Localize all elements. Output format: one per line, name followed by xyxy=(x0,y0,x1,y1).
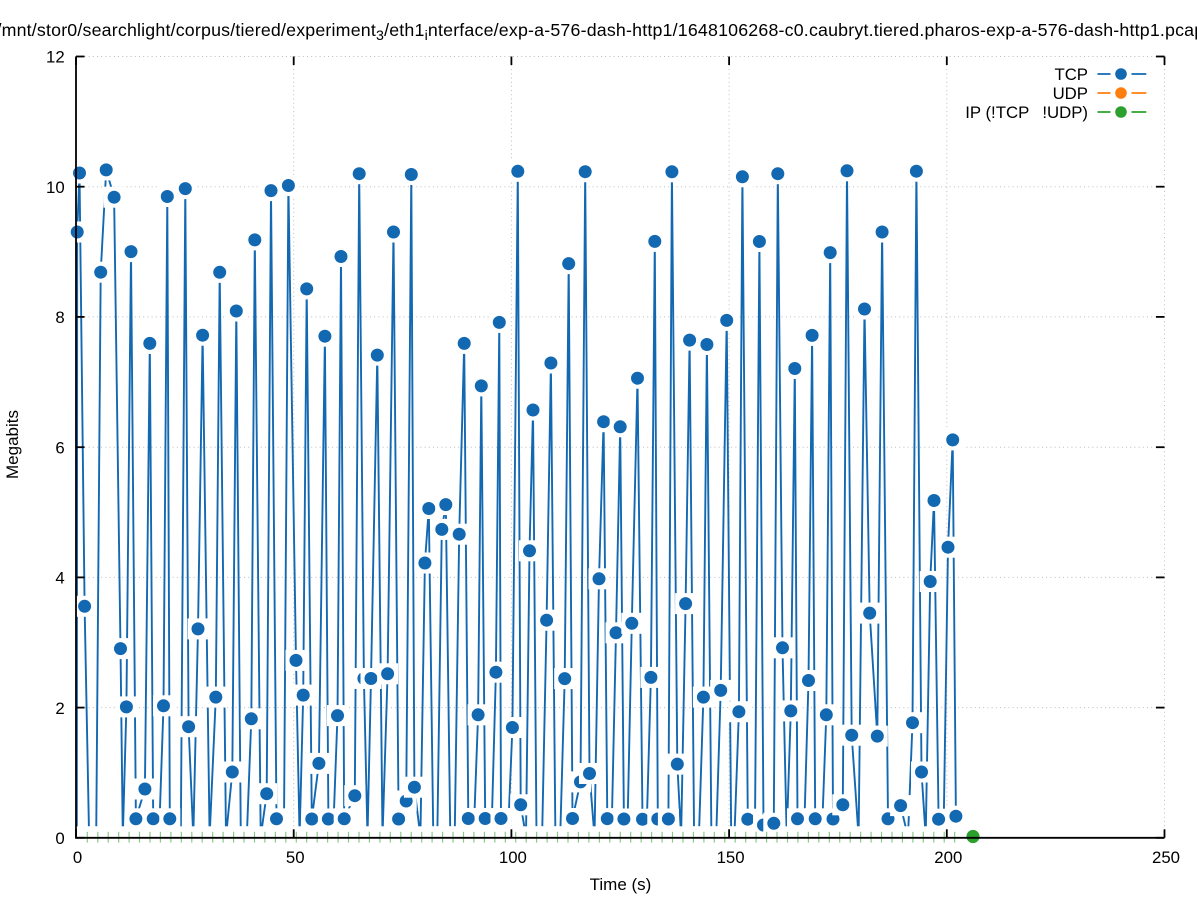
svg-text:UDP: UDP xyxy=(1053,84,1088,103)
svg-text:4: 4 xyxy=(55,569,64,588)
svg-text:50: 50 xyxy=(286,848,305,867)
svg-text:250: 250 xyxy=(1152,848,1180,867)
svg-text:150: 150 xyxy=(717,848,745,867)
svg-text:Time (s): Time (s) xyxy=(590,875,652,894)
svg-text:IP (!TCP !UDP): IP (!TCP !UDP) xyxy=(965,103,1088,122)
svg-text:2: 2 xyxy=(55,699,64,718)
svg-text:200: 200 xyxy=(934,848,962,867)
svg-text:0: 0 xyxy=(73,848,82,867)
svg-text:TCP: TCP xyxy=(1054,65,1088,84)
svg-text:12: 12 xyxy=(46,48,65,67)
svg-text:0: 0 xyxy=(55,829,64,848)
svg-text:10: 10 xyxy=(46,178,65,197)
svg-text:Megabits: Megabits xyxy=(3,410,22,479)
svg-text:100: 100 xyxy=(499,848,527,867)
svg-text:6: 6 xyxy=(55,438,64,457)
svg-text:8: 8 xyxy=(55,308,64,327)
